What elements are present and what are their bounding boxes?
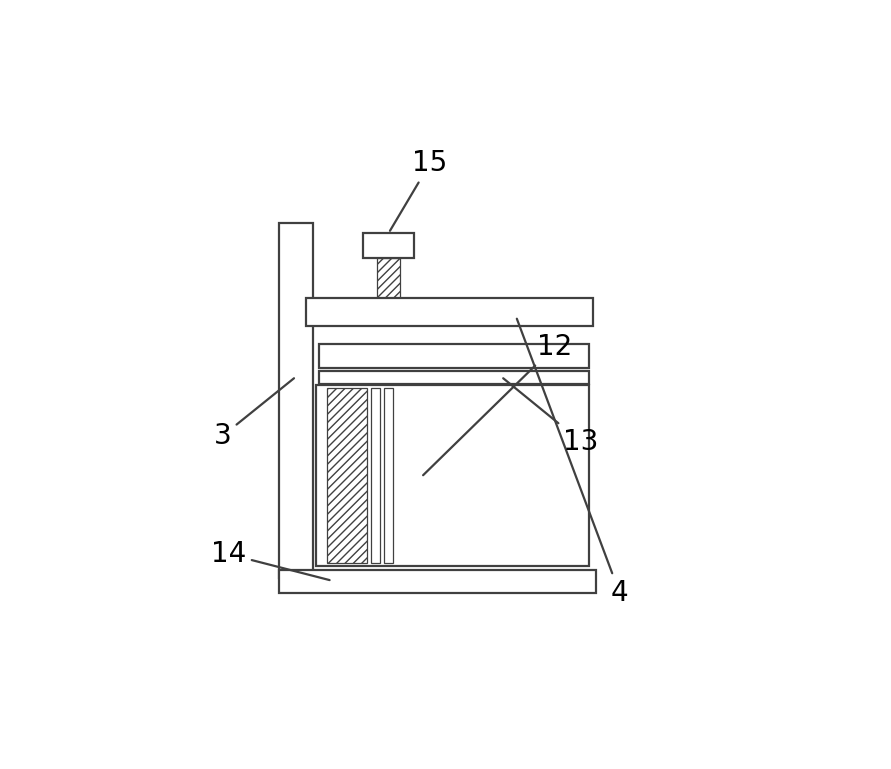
Text: 13: 13	[503, 378, 599, 456]
Bar	[327, 388, 367, 563]
Text: 3: 3	[214, 378, 294, 450]
Bar	[377, 258, 400, 297]
Bar	[316, 385, 589, 566]
Text: 15: 15	[390, 149, 447, 231]
Bar	[319, 371, 589, 384]
Bar	[279, 222, 314, 578]
Bar	[306, 298, 593, 326]
Bar	[319, 344, 589, 368]
Bar	[279, 570, 596, 593]
Bar	[363, 233, 414, 258]
Bar	[384, 388, 393, 563]
Text: 4: 4	[517, 318, 628, 607]
Text: 12: 12	[423, 333, 572, 475]
Text: 14: 14	[211, 540, 330, 580]
Bar	[371, 388, 380, 563]
